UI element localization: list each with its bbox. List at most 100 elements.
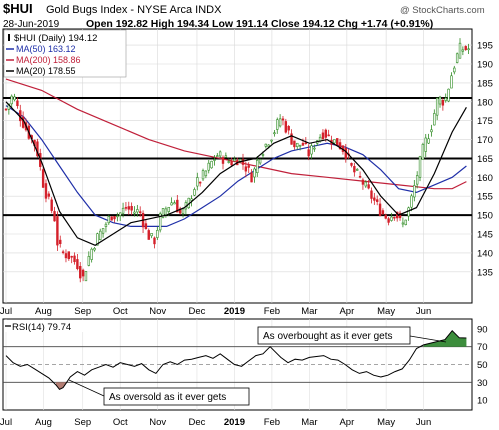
- price-y-tick-label: 160: [477, 173, 493, 184]
- candle-body: [116, 215, 119, 218]
- candle-body: [67, 251, 71, 260]
- candle-body: [464, 46, 467, 51]
- legend-label-ma200: MA(200) 158.86: [16, 55, 81, 65]
- rsi-y-tick-labels: 10 30 50 70 90: [477, 324, 488, 406]
- rsi-x-tick-label: Mar: [301, 417, 317, 428]
- symbol-title: $HUI: [3, 1, 33, 16]
- candle-body: [16, 100, 19, 107]
- candle-body: [461, 49, 465, 52]
- ma20-line-layer: [5, 101, 467, 246]
- oversold-leader: [68, 379, 105, 397]
- price-x-tick-label: Aug: [35, 306, 52, 317]
- candle-body: [161, 208, 165, 218]
- candle-body: [264, 143, 268, 147]
- annotation-oversold: As oversold as it ever gets: [68, 379, 250, 406]
- candle-body: [201, 170, 205, 180]
- candle-body: [113, 215, 116, 220]
- header-date: 28-Jun-2019: [3, 19, 60, 30]
- candle-body: [133, 211, 136, 214]
- price-x-tick-label: Jul: [0, 306, 12, 317]
- candle-body: [278, 118, 282, 127]
- candle-body: [270, 139, 273, 142]
- candle-body: [370, 190, 373, 199]
- candle-body: [190, 198, 193, 201]
- candle-body: [164, 208, 168, 216]
- price-x-tick-label: Oct: [113, 306, 128, 317]
- legend-entry-ma50: MA(50) 163.12: [6, 44, 76, 54]
- candle-body: [421, 144, 425, 160]
- rsi-y-tick-label: 10: [477, 396, 488, 407]
- candle-body: [353, 166, 356, 173]
- rsi-x-tick-label: Aug: [35, 417, 52, 428]
- candle-body: [173, 202, 176, 205]
- candle-body: [61, 251, 65, 254]
- rsi-line: [5, 329, 467, 391]
- candle-body: [438, 96, 442, 105]
- watermark-stockcharts: @ StockCharts.com: [400, 5, 485, 16]
- candle-body: [327, 134, 330, 137]
- candle-body: [321, 132, 325, 140]
- candle-body: [221, 157, 225, 164]
- candle-body: [450, 75, 453, 89]
- candle-body: [87, 256, 91, 266]
- candle-body: [390, 216, 393, 221]
- candle-body: [261, 154, 265, 156]
- ma200-line-layer: [5, 78, 467, 190]
- candle-body: [158, 213, 162, 231]
- candle-body: [250, 172, 253, 183]
- annotation-overbought: As overbought as it ever gets: [257, 326, 447, 345]
- rsi-y-tick-label: 50: [477, 360, 488, 371]
- candle-body: [41, 169, 45, 188]
- price-y-tick-label: 150: [477, 211, 493, 222]
- price-x-tick-label: Nov: [149, 306, 166, 317]
- candle-body: [181, 208, 185, 214]
- candle-body: [153, 237, 156, 245]
- candle-body: [176, 199, 179, 213]
- candle-body: [64, 253, 68, 259]
- candle-body: [361, 179, 365, 185]
- candle-body: [44, 183, 48, 199]
- candle-body: [290, 133, 293, 145]
- candle-body: [393, 216, 396, 219]
- candle-body: [230, 160, 233, 166]
- price-y-tick-label: 155: [477, 192, 493, 203]
- candle-body: [167, 207, 170, 212]
- candle-body: [427, 138, 430, 144]
- candle-body: [110, 216, 113, 221]
- price-x-tick-label: Feb: [264, 306, 280, 317]
- candle-body: [224, 155, 228, 158]
- candle-body: [435, 97, 439, 116]
- price-y-tick-label: 170: [477, 135, 493, 146]
- candle-body: [150, 233, 153, 237]
- price-x-tick-label: May: [377, 306, 395, 317]
- candle-body: [307, 149, 310, 157]
- candle-body: [284, 121, 288, 133]
- candle-body: [336, 138, 339, 146]
- rsi-line-layer: [5, 329, 467, 391]
- candle-body: [227, 161, 230, 163]
- candle-body: [358, 176, 362, 178]
- rsi-y-tick-label: 30: [477, 378, 488, 389]
- candle-body: [207, 162, 210, 171]
- price-x-tick-label: Apr: [339, 306, 354, 317]
- candle-body: [53, 211, 56, 222]
- candlestick-icon: [8, 34, 10, 41]
- candle-body: [136, 209, 139, 213]
- legend-entry-ma200: MA(200) 158.86: [6, 55, 81, 65]
- candle-body: [96, 233, 99, 246]
- candle-body: [375, 199, 379, 202]
- candle-body: [453, 67, 456, 73]
- candle-body: [304, 142, 308, 144]
- price-x-tick-label: Dec: [189, 306, 206, 317]
- rsi-x-tick-label: Sep: [74, 417, 91, 428]
- ma200-line: [5, 78, 467, 190]
- price-x-tick-label: Mar: [301, 306, 317, 317]
- candle-body: [193, 189, 196, 196]
- candle-body: [218, 151, 222, 157]
- rsi-x-tick-label: Nov: [149, 417, 166, 428]
- candle-body: [338, 142, 342, 150]
- candle-body: [404, 219, 407, 225]
- candle-body: [130, 205, 133, 211]
- candle-body: [293, 140, 296, 148]
- header-quote: Open 192.82 High 194.34 Low 191.14 Close…: [86, 18, 433, 30]
